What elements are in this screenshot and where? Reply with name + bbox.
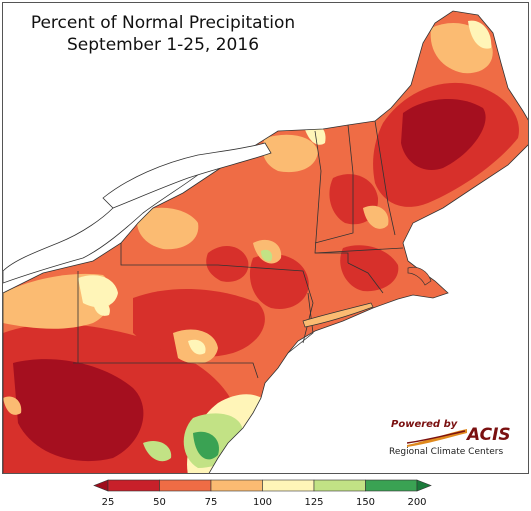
pa-dry-zone bbox=[133, 288, 265, 357]
ma-dry-zone bbox=[340, 245, 399, 292]
north-maine-normal-zone bbox=[468, 20, 492, 49]
catskill-wet-spot bbox=[261, 249, 273, 262]
pa-md-border bbox=[73, 362, 259, 379]
ohio-normal-zone bbox=[78, 275, 118, 308]
regional-climate-centers-text: Regional Climate Centers bbox=[389, 447, 504, 457]
vt-nh-border bbox=[314, 124, 354, 244]
legend-tick-label: 25 bbox=[102, 497, 115, 508]
ny-dry-zone bbox=[249, 254, 309, 309]
legend-tick-label: 50 bbox=[153, 497, 166, 508]
maine-very-dry-zone bbox=[401, 98, 486, 171]
central-ny-dry-zone bbox=[206, 246, 249, 282]
nh-near-zone bbox=[363, 205, 389, 229]
precip-field bbox=[3, 3, 528, 473]
nj-border bbox=[287, 292, 314, 354]
virginia-wet-spot bbox=[143, 440, 172, 462]
swoosh-icon bbox=[407, 429, 467, 447]
central-pa-normal-zone bbox=[188, 339, 206, 355]
legend-above-arrow bbox=[416, 479, 432, 492]
ct-ri-border bbox=[347, 262, 384, 294]
adirondack-near-zone bbox=[262, 134, 318, 173]
western-ny-near-zone bbox=[136, 207, 199, 250]
nh-me-border bbox=[374, 120, 396, 236]
acis-brand-text: ACIS bbox=[467, 425, 511, 445]
lake-ontario-region bbox=[3, 3, 273, 253]
powered-by-text: Powered by bbox=[391, 419, 458, 430]
precipitation-map: Percent of Normal Precipitation Septembe… bbox=[2, 2, 529, 474]
west-edge-near-spot bbox=[3, 396, 22, 415]
nw-pa-normal-spot bbox=[93, 301, 110, 316]
legend-tick-label: 75 bbox=[205, 497, 218, 508]
legend-bin bbox=[262, 479, 315, 492]
map-date-range: September 1-25, 2016 bbox=[66, 35, 260, 55]
legend-below-arrow bbox=[93, 479, 109, 492]
map-canvas bbox=[3, 3, 528, 473]
ma-southern-border bbox=[314, 247, 404, 254]
ny-pa-border bbox=[120, 243, 314, 344]
acis-logo: Powered by ACIS Regional Climate Centers bbox=[387, 419, 517, 463]
long-island bbox=[302, 302, 374, 328]
legend-bin bbox=[107, 479, 160, 492]
lake-ontario bbox=[102, 142, 272, 209]
state-boundaries bbox=[3, 10, 528, 473]
cape-cod bbox=[407, 266, 432, 286]
legend-bin bbox=[210, 479, 263, 492]
map-title: Percent of Normal Precipitation bbox=[30, 13, 296, 33]
legend-tick-label: 150 bbox=[356, 497, 375, 508]
legend-tick-label: 200 bbox=[407, 497, 426, 508]
legend-tick-label: 125 bbox=[304, 497, 323, 508]
legend-bin bbox=[159, 479, 212, 492]
legend-bin bbox=[365, 479, 418, 492]
legend-bin bbox=[313, 479, 366, 492]
color-legend: 25 50 75 100 125 150 200 bbox=[93, 479, 432, 508]
delmarva-very-wet-zone bbox=[193, 431, 219, 460]
legend-tick-label: 100 bbox=[253, 497, 272, 508]
wv-very-dry-zone bbox=[13, 359, 144, 462]
